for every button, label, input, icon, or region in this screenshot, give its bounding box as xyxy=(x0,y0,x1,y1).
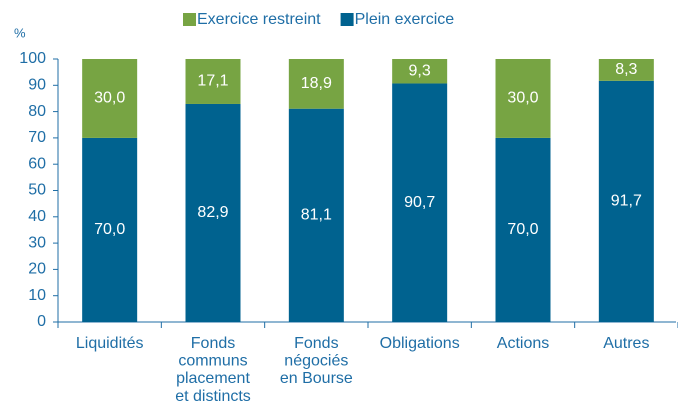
x-tick-label: Liquidités xyxy=(76,335,144,352)
y-tick-label: 80 xyxy=(28,103,46,120)
legend-label: Exercice restreint xyxy=(197,11,321,28)
legend-swatch xyxy=(183,13,196,26)
bar-segment xyxy=(392,83,448,322)
bar-segment xyxy=(495,59,551,138)
y-tick-label: 20 xyxy=(28,261,46,278)
data-label: 90,7 xyxy=(404,194,435,211)
x-tick-label: Autres xyxy=(603,335,649,352)
data-label: 30,0 xyxy=(507,90,538,107)
bar-segment xyxy=(288,59,344,109)
x-tick-label: Fonds négociés en Bourse xyxy=(280,335,353,387)
y-tick-label: 0 xyxy=(37,313,46,330)
data-label: 17,1 xyxy=(197,73,228,90)
y-tick-label: 70 xyxy=(28,129,46,146)
bar-segment xyxy=(598,59,654,81)
y-tick-label: 100 xyxy=(19,50,46,67)
data-label: 8,3 xyxy=(615,61,637,78)
y-tick-label: 60 xyxy=(28,155,46,172)
bar-segment xyxy=(185,59,241,104)
bar-segment xyxy=(288,108,344,322)
y-tick-label: 30 xyxy=(28,234,46,251)
y-tick-label: 50 xyxy=(28,182,46,199)
y-tick-label: 10 xyxy=(28,287,46,304)
data-label: 91,7 xyxy=(611,193,642,210)
y-tick-label: 90 xyxy=(28,77,46,94)
legend-label: Plein exercice xyxy=(355,11,455,28)
bar-segment xyxy=(495,137,551,322)
data-label: 82,9 xyxy=(197,204,228,221)
data-label: 81,1 xyxy=(301,207,332,224)
x-tick-label: Obligations xyxy=(380,335,460,352)
x-tick-label: Fonds communs placement et distincts xyxy=(175,335,251,405)
data-label: 18,9 xyxy=(301,75,332,92)
legend-swatch xyxy=(340,13,354,26)
x-tick-label: Actions xyxy=(497,335,549,352)
bar-segment xyxy=(598,80,654,322)
data-label: 30,0 xyxy=(94,90,125,107)
bar-segment xyxy=(185,103,241,323)
y-tick-label: 40 xyxy=(28,208,46,225)
data-label: 9,3 xyxy=(409,62,431,79)
data-label: 70,0 xyxy=(507,221,538,238)
bar-segment xyxy=(82,137,138,322)
bar-segment xyxy=(82,59,138,138)
data-label: 70,0 xyxy=(94,221,125,238)
bar-segment xyxy=(392,59,448,84)
y-axis-label: % xyxy=(14,25,26,40)
